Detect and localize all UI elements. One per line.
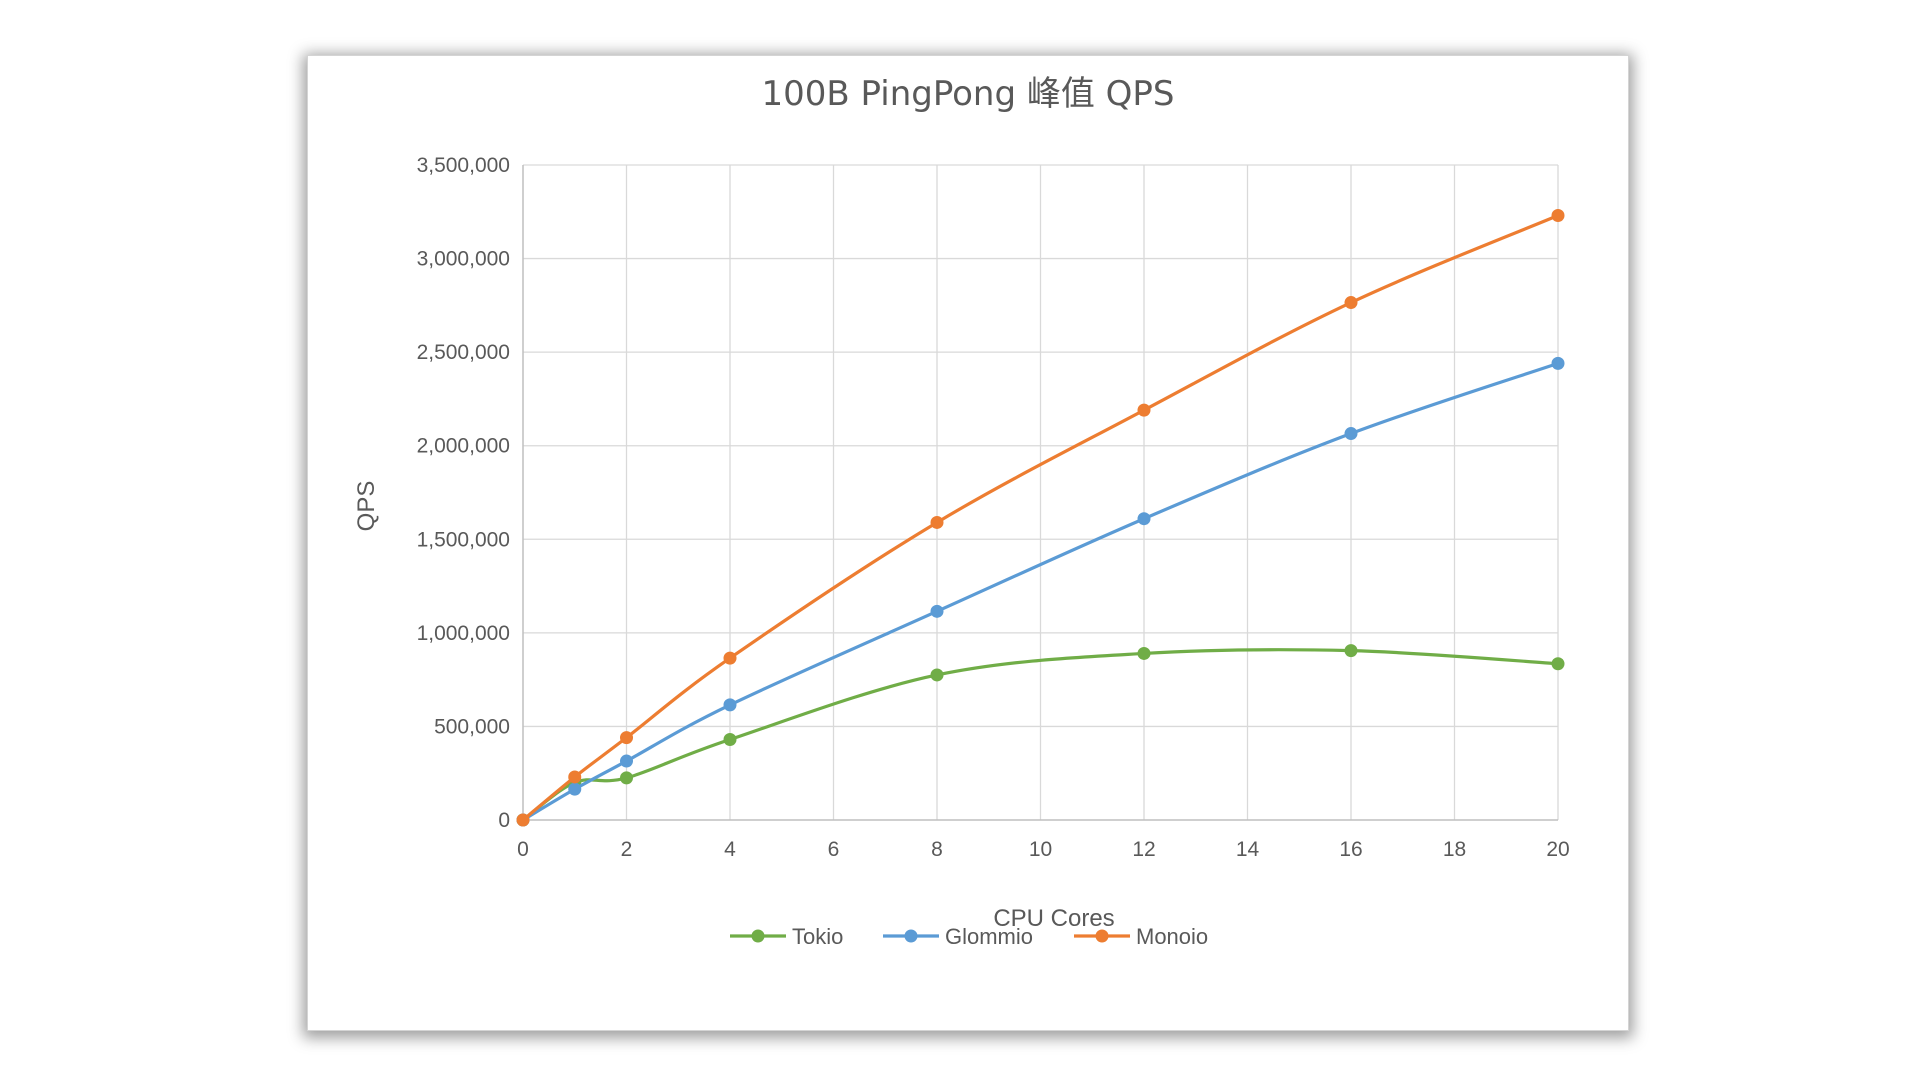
x-tick-label: 14 [1236, 838, 1260, 861]
legend-marker-icon [904, 929, 918, 943]
data-point-monoio [723, 651, 737, 665]
legend-marker-icon [751, 929, 765, 943]
data-point-monoio [568, 770, 582, 784]
series-lines [516, 209, 1565, 827]
data-point-tokio [723, 733, 737, 747]
legend-item-monoio: Monoio [1074, 924, 1208, 949]
data-point-glommio [568, 782, 582, 796]
x-tick-label: 2 [621, 838, 633, 861]
gridlines [523, 164, 1559, 820]
series-monoio [516, 209, 1565, 827]
data-point-glommio [1551, 356, 1565, 370]
y-tick-label: 3,000,000 [417, 248, 510, 271]
legend-label: Monoio [1136, 924, 1208, 949]
legend-marker-icon [1095, 929, 1109, 943]
tick-labels: 0 500,000 1,000,000 1,500,000 2,000,000 2,500… [417, 154, 1570, 861]
x-tick-label: 18 [1443, 838, 1466, 861]
legend-item-tokio: Tokio [730, 924, 843, 949]
legend: Tokio Glommio Monoio [730, 924, 1208, 949]
legend-item-glommio: Glommio [883, 924, 1033, 949]
data-point-monoio [1137, 403, 1151, 417]
data-point-monoio [1551, 209, 1565, 223]
data-point-monoio [1344, 296, 1358, 310]
data-point-glommio [620, 754, 633, 768]
y-tick-label: 3,500,000 [417, 154, 510, 177]
x-tick-label: 4 [724, 838, 736, 861]
x-tick-label: 10 [1029, 838, 1052, 861]
data-point-tokio [1137, 646, 1151, 660]
y-tick-label: 1,000,000 [417, 622, 510, 645]
axes [522, 165, 1558, 821]
data-point-monoio [620, 731, 633, 745]
data-point-tokio [1344, 644, 1358, 658]
x-tick-label: 8 [931, 838, 943, 861]
y-tick-label: 2,000,000 [417, 435, 510, 458]
data-point-glommio [1344, 427, 1358, 441]
series-glommio [516, 356, 1565, 827]
x-tick-label: 12 [1132, 838, 1155, 861]
y-tick-label: 500,000 [434, 715, 510, 738]
data-point-glommio [723, 698, 737, 712]
data-point-tokio [1551, 657, 1565, 671]
data-point-monoio [516, 813, 530, 827]
x-tick-label: 20 [1546, 838, 1569, 861]
data-point-tokio [930, 668, 944, 682]
x-tick-label: 6 [828, 838, 840, 861]
chart-card: 100B PingPong 峰值 QPS 0 500,000 1,000,000 1,… [307, 55, 1629, 1031]
data-point-glommio [1137, 512, 1151, 526]
data-point-glommio [930, 604, 944, 618]
y-tick-label: 2,500,000 [417, 341, 510, 364]
x-tick-label: 0 [517, 838, 529, 861]
x-axis-title: CPU Cores [993, 905, 1114, 932]
line-chart: 100B PingPong 峰值 QPS 0 500,000 1,000,000 1,… [353, 74, 1570, 949]
y-axis-title: QPS [353, 481, 380, 532]
data-point-tokio [620, 771, 633, 785]
y-tick-label: 0 [498, 809, 510, 832]
legend-label: Tokio [792, 924, 843, 949]
chart-title: 100B PingPong 峰值 QPS [761, 74, 1174, 114]
data-point-monoio [930, 515, 944, 529]
x-tick-label: 16 [1339, 838, 1362, 861]
y-tick-label: 1,500,000 [417, 528, 510, 551]
legend-label: Glommio [945, 924, 1033, 949]
